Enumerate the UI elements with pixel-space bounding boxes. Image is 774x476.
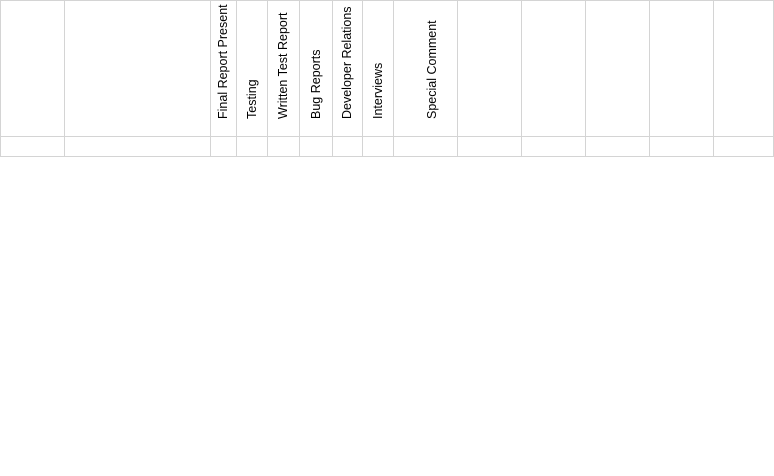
header-special-comment[interactable]: Special Comment <box>393 0 459 137</box>
cell[interactable] <box>393 136 459 157</box>
cell[interactable] <box>712 136 774 157</box>
cell[interactable] <box>457 136 523 157</box>
header-cell-empty[interactable] <box>585 0 651 137</box>
header-cell-empty[interactable] <box>457 0 523 137</box>
header-cell-empty[interactable] <box>521 0 587 137</box>
header-cell-empty[interactable] <box>649 0 714 137</box>
cell[interactable] <box>266 136 300 157</box>
cell[interactable] <box>298 136 333 157</box>
cell[interactable] <box>235 136 268 157</box>
header-row: Final Report Present Testing Written Tes… <box>0 0 774 137</box>
header-cell-empty[interactable] <box>0 0 65 137</box>
header-cell-empty[interactable] <box>712 0 774 137</box>
header-testing[interactable]: Testing <box>235 0 268 137</box>
header-cell-empty[interactable] <box>63 0 211 137</box>
cell[interactable] <box>521 136 587 157</box>
cell[interactable] <box>649 136 714 157</box>
cell[interactable] <box>63 136 211 157</box>
empty-row <box>0 136 774 157</box>
header-bug-reports[interactable]: Bug Reports <box>298 0 333 137</box>
cell[interactable] <box>585 136 651 157</box>
header-interviews[interactable]: Interviews <box>362 0 395 137</box>
header-final-report[interactable]: Final Report Present <box>209 0 237 137</box>
cell[interactable] <box>0 136 65 157</box>
cell[interactable] <box>362 136 395 157</box>
cell[interactable] <box>209 136 237 157</box>
grid: Final Report Present Testing Written Tes… <box>0 0 774 157</box>
header-developer-relations[interactable]: Developer Relations <box>331 0 364 137</box>
cell[interactable] <box>331 136 364 157</box>
header-written-report[interactable]: Written Test Report <box>266 0 300 137</box>
